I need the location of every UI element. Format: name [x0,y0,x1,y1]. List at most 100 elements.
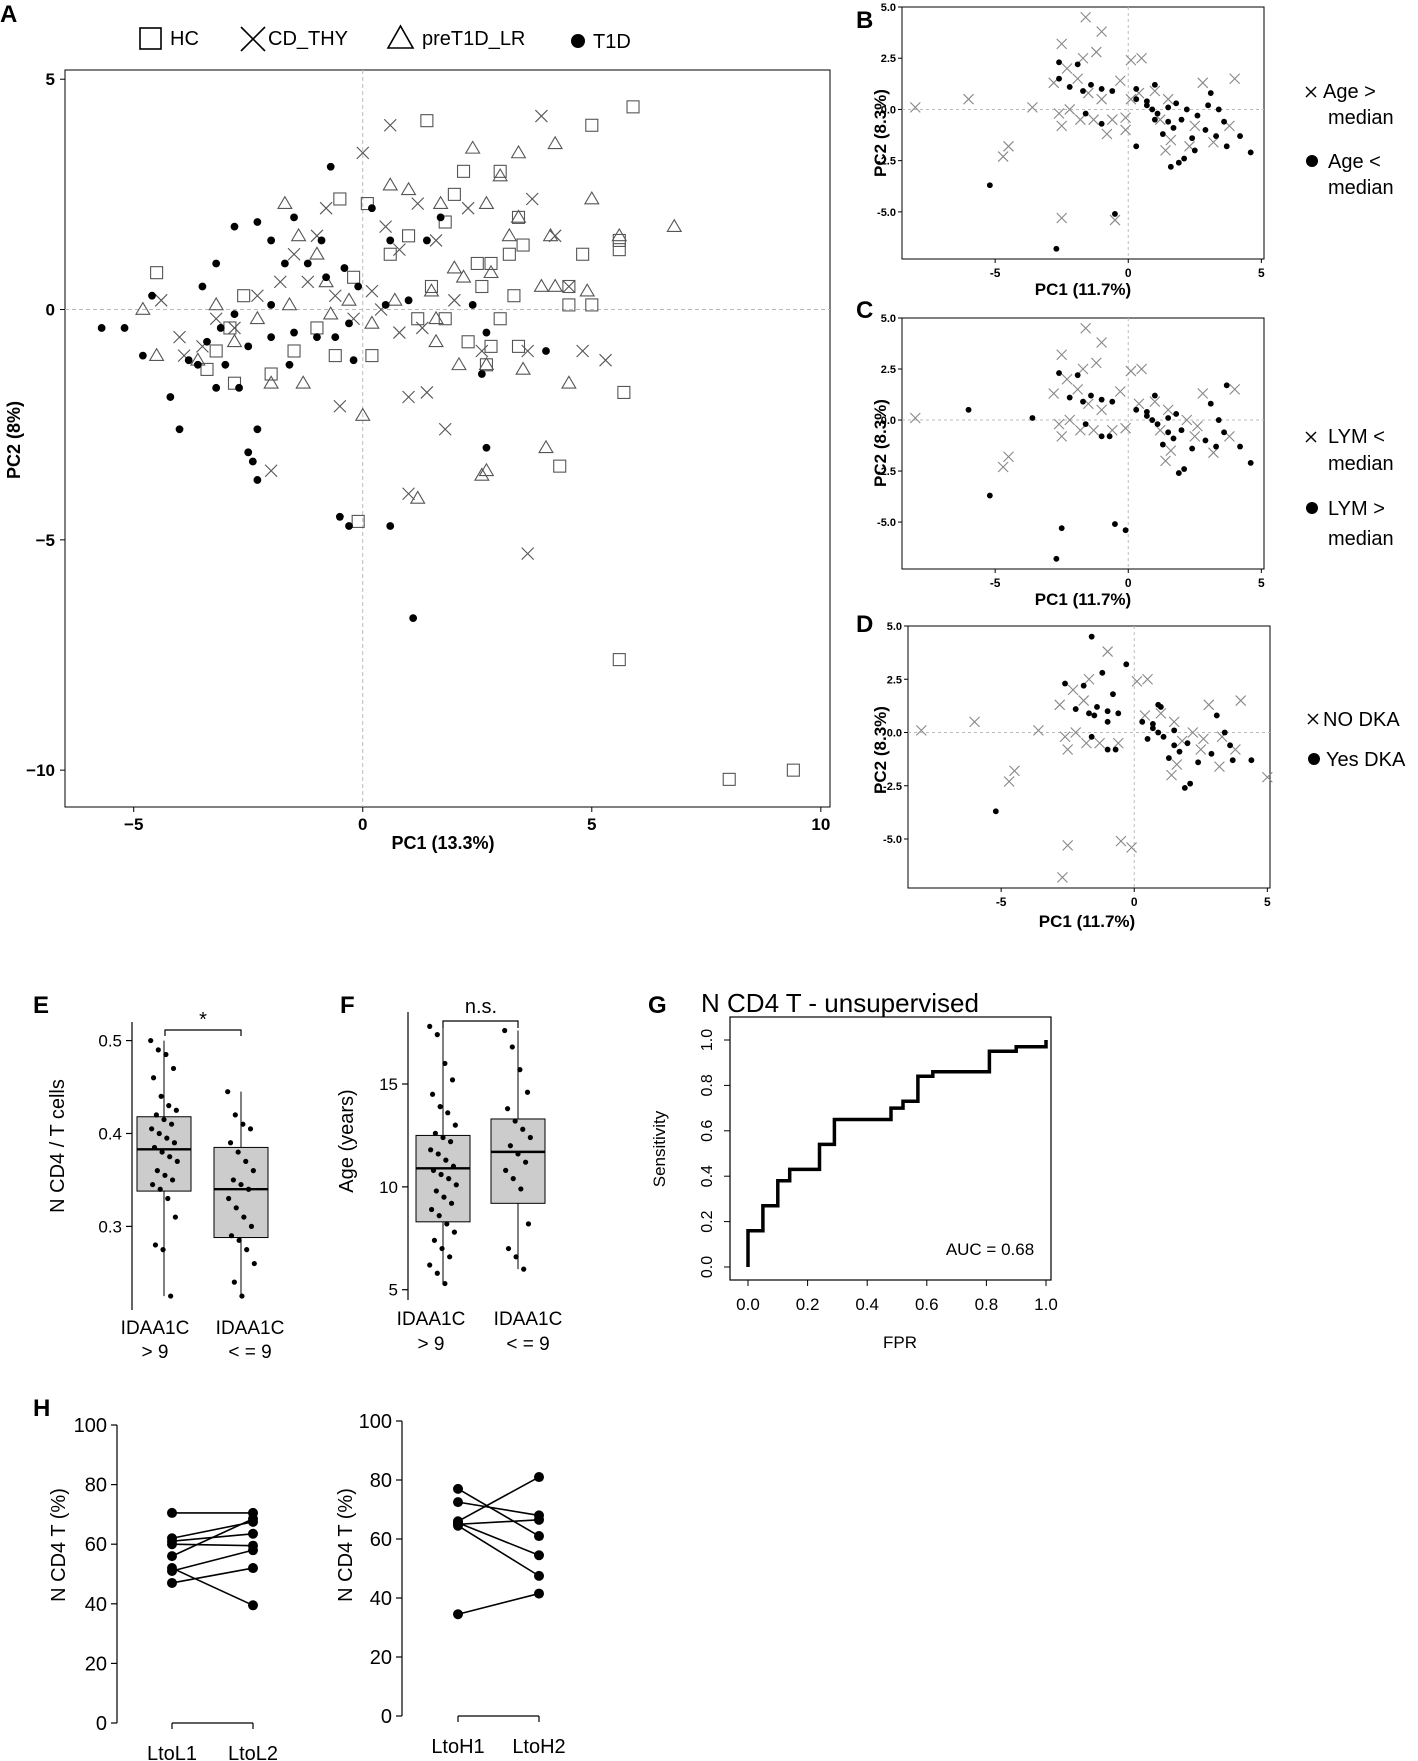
panel-b-plot-frame [901,6,1265,260]
box-data-point [430,1167,437,1173]
point-dot [1151,81,1158,88]
y-tick-label: 0.4 [699,1165,716,1187]
point-cross [1003,140,1014,152]
point-cross-stroke [1096,93,1108,105]
legend-dot-icon [1306,155,1318,167]
box-data-point [439,1245,445,1252]
panel-h-xlabel-ltol1: LtoL1 [147,1743,197,1761]
point-pret1d_lr [290,227,307,242]
point-hc [553,459,567,473]
x-tick-label: 5 [1258,266,1265,280]
point-cross [997,461,1009,473]
point-dot [1149,417,1156,423]
box-data-point [238,1181,244,1188]
box-iqr [213,1146,269,1239]
point-cross-stroke [1136,363,1147,375]
point-cd_thy-stroke [177,349,191,362]
point-cross [1189,120,1201,132]
point-cross-stroke [1067,684,1079,696]
point-cross-stroke [1155,707,1167,719]
point-dot [1229,757,1236,764]
box-data-point [227,1140,234,1146]
point-dot [1223,143,1230,150]
point-cross [1088,424,1100,436]
box-data-point [436,1213,442,1219]
point-cross-stroke [1229,384,1241,395]
box-data-point [448,1139,454,1145]
box-data-point [525,1221,532,1227]
y-tick-label: 5 [46,70,55,89]
point-pret1d_lr [277,195,293,209]
y-tick-label: 2.5 [887,674,902,686]
box-data-point [171,1140,178,1146]
point-pret1d_lr [428,310,444,325]
point-cross [1139,710,1151,721]
box-data-point [152,1242,159,1248]
point-hc [150,266,164,280]
box-data-point [160,1247,166,1253]
point-cross [1195,744,1207,755]
point-t1d [285,360,294,369]
point-dot [1149,725,1156,732]
pair-point [167,1507,177,1518]
point-cd_thy [393,243,406,257]
point-cd_thy [576,344,590,358]
point-hc [484,256,498,271]
y-tick-label: 2.5 [881,364,896,376]
point-hc [722,772,736,786]
point-cross [1070,727,1082,738]
point-dot [1109,398,1116,405]
point-hc [470,256,484,271]
point-cross [1125,93,1137,105]
point-dot [1056,59,1062,66]
point-dot [1171,727,1178,734]
point-dot [1170,124,1177,131]
pair-point [248,1545,258,1556]
point-cross [1106,114,1118,126]
point-dot [1115,710,1122,717]
panel-f-ylabel: Age (years) [336,1089,358,1192]
panel-letter-e: E [33,992,49,1019]
panel-g-xlabel: FPR [883,1333,917,1352]
point-dot [1207,400,1214,407]
point-cross-stroke [1203,699,1215,711]
point-dot [1165,104,1172,111]
point-t1d [175,425,184,434]
box-data-point [443,1157,449,1163]
point-dot [1247,459,1254,466]
point-t1d [212,259,221,268]
point-cross-stroke [1136,52,1147,64]
point-t1d [331,333,340,342]
box-data-point [440,1134,446,1141]
point-cross-stroke [1214,761,1225,772]
point-dot [1066,394,1073,401]
point-dot [1074,61,1081,68]
point-cross [1003,451,1014,463]
point-cd_thy [402,390,415,404]
point-cross-stroke [1168,716,1180,728]
point-hc [383,247,397,261]
point-cross [1120,112,1131,124]
point-cd_thy-stroke [438,422,452,436]
point-hc [200,362,214,376]
panel-h-right-ylabel: N CD4 T (%) [335,1488,357,1602]
box-data-point [162,1172,168,1178]
panel-a: A HC CD_THY preT1D_LR T1D −5 0 5 1050−5−10 … [0,1,831,853]
point-t1d [253,218,262,226]
point-cross-stroke [1224,430,1235,442]
point-cd_thy [365,284,379,298]
point-dot [1213,133,1220,139]
pair-line [171,1549,254,1572]
point-dot [1143,98,1150,105]
point-cross-stroke [1162,404,1174,416]
point-cross [1120,124,1131,136]
panel-d-legend: NO DKA Yes DKA [1307,709,1406,771]
box-data-point [505,1245,512,1252]
point-dot [1080,682,1087,689]
point-cd_thy [521,344,535,358]
box-data-point [156,1130,162,1137]
panel-f-xlabel-2a: IDAA1C [494,1309,563,1330]
box-data-point [437,1104,443,1110]
point-cross [1054,699,1066,711]
point-dot [1181,466,1188,472]
